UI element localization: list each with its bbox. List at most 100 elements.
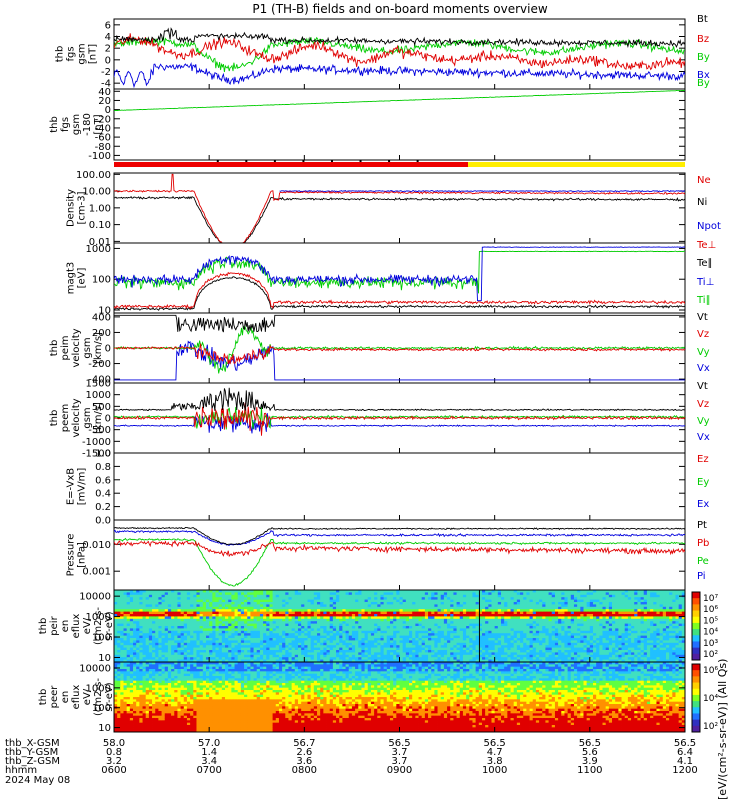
heatmap-cell (478, 654, 483, 658)
heatmap-cell (605, 659, 610, 663)
heatmap-cell (180, 630, 185, 634)
heatmap-cell (523, 638, 527, 641)
heatmap-cell (142, 614, 147, 617)
heatmap-cell (447, 647, 451, 651)
heatmap-cell (310, 592, 315, 596)
heatmap-cell (535, 635, 540, 639)
heatmap-cell (332, 611, 337, 615)
heatmap-cell (148, 594, 153, 598)
heatmap-cell (529, 654, 534, 658)
heatmap-cell (234, 594, 239, 598)
heatmap-cell (370, 650, 375, 653)
heatmap-cell (554, 645, 559, 648)
heatmap-cell (225, 602, 229, 605)
heatmap-cell (564, 604, 569, 608)
heatmap-cell (605, 621, 610, 624)
heatmap-cell (494, 659, 499, 663)
heatmap-cell (507, 602, 511, 605)
heatmap-cell (497, 602, 502, 605)
heatmap-cell (317, 616, 321, 620)
heatmap-cell (424, 604, 429, 608)
heatmap-cell (370, 611, 375, 615)
heatmap-cell (142, 630, 147, 634)
heatmap-cell (412, 652, 416, 656)
heatmap-cell (323, 628, 327, 632)
heatmap-cell (244, 618, 248, 622)
heatmap-cell (190, 628, 194, 632)
heatmap-cell (339, 614, 343, 617)
heatmap-cell (307, 633, 312, 636)
heatmap-cell (190, 642, 194, 646)
heatmap-cell (516, 621, 521, 624)
heatmap-cell (453, 590, 457, 593)
heatmap-cell (466, 611, 470, 615)
heatmap-cell (459, 618, 464, 622)
heatmap-cell (605, 633, 610, 636)
y-axis-label: [nT] (88, 44, 99, 64)
heatmap-cell (548, 623, 553, 627)
heatmap-cell (129, 614, 134, 617)
heatmap-cell (205, 614, 210, 617)
heatmap-cell (561, 650, 565, 653)
heatmap-cell (326, 618, 331, 622)
heatmap-cell (345, 633, 350, 636)
heatmap-cell (161, 650, 166, 653)
heatmap-cell (123, 621, 128, 624)
heatmap-cell (459, 621, 464, 624)
heatmap-cell (174, 645, 178, 648)
heatmap-cell (282, 618, 286, 622)
heatmap-cell (532, 657, 537, 660)
heatmap-cell (250, 635, 254, 639)
heatmap-cell (355, 594, 359, 598)
heatmap-cell (256, 652, 261, 656)
heatmap-cell (323, 635, 327, 639)
heatmap-cell (307, 592, 312, 596)
heatmap-cell (396, 633, 400, 636)
heatmap-cell (421, 652, 426, 656)
heatmap-cell (212, 604, 216, 608)
y-tick-label: -60 (95, 133, 111, 144)
heatmap-cell (358, 657, 362, 660)
heatmap-cell (345, 604, 350, 608)
heatmap-cell (488, 616, 492, 620)
heatmap-cell (539, 642, 543, 646)
heatmap-cell (326, 657, 331, 660)
heatmap-cell (339, 635, 343, 639)
heatmap-cell (399, 647, 404, 651)
heatmap-cell (389, 647, 394, 651)
heatmap-cell (532, 642, 537, 646)
heatmap-cell (244, 635, 248, 639)
heatmap-cell (307, 628, 312, 632)
heatmap-cell (443, 635, 448, 639)
heatmap-cell (161, 594, 166, 598)
heatmap-cell (167, 642, 172, 646)
heatmap-cell (583, 630, 588, 634)
heatmap-cell (554, 652, 559, 656)
heatmap-cell (142, 652, 147, 656)
heatmap-cell (120, 614, 124, 617)
heatmap-cell (523, 590, 527, 593)
heatmap-cell (434, 626, 438, 629)
heatmap-cell (374, 647, 378, 651)
heatmap-cell (190, 645, 194, 648)
heatmap-cell (478, 606, 483, 610)
heatmap-cell (164, 630, 169, 634)
heatmap-cell (228, 657, 232, 660)
heatmap-cell (608, 590, 613, 593)
heatmap-cell (152, 654, 156, 658)
heatmap-cell (186, 635, 191, 639)
y-axis-label: [cm-3] (77, 191, 88, 224)
heatmap-cell (332, 650, 337, 653)
heatmap-cell (228, 633, 232, 636)
heatmap-cell (551, 645, 556, 648)
heatmap-cell (145, 642, 150, 646)
heatmap-cell (573, 621, 578, 624)
heatmap-cell (558, 611, 562, 615)
heatmap-cell (117, 630, 121, 634)
heatmap-cell (218, 606, 223, 610)
heatmap-cell (177, 609, 182, 612)
heatmap-cell (605, 630, 610, 634)
heatmap-cell (164, 654, 169, 658)
heatmap-cell (339, 650, 343, 653)
heatmap-cell (148, 623, 153, 627)
